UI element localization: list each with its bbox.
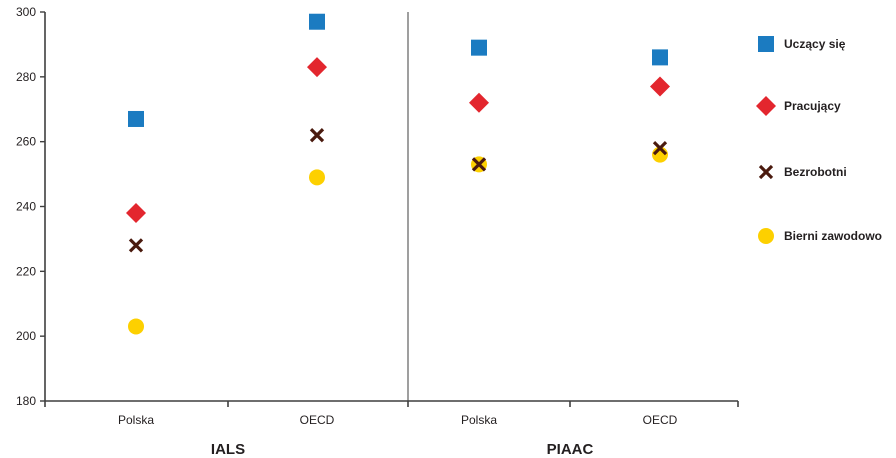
legend-marker-cross-stroke <box>758 164 774 180</box>
data-point-diamond <box>126 202 146 223</box>
legend-label: Pracujący <box>784 99 841 113</box>
legend: Uczący się Pracujący Bezrobotni Bierni zawo… <box>756 36 882 244</box>
legend-marker-square <box>758 36 774 52</box>
data-point-square <box>471 39 487 56</box>
data-point-cross <box>309 128 325 143</box>
y-tick-label: 240 <box>16 200 36 214</box>
x-category-label: OECD <box>643 413 678 427</box>
y-tick-label: 200 <box>16 329 36 343</box>
legend-label: Uczący się <box>784 37 846 51</box>
legend-marker-diamond <box>756 96 776 116</box>
x-category-label: Polska <box>461 413 497 427</box>
data-point-diamond <box>469 92 489 113</box>
legend-marker-circle <box>758 228 774 244</box>
data-point-cross <box>128 238 144 253</box>
y-tick-label: 180 <box>16 394 36 408</box>
x-category-label: OECD <box>300 413 335 427</box>
x-group-label: PIAAC <box>547 441 594 458</box>
y-tick-label: 220 <box>16 264 36 278</box>
y-tick-label: 300 <box>16 5 36 19</box>
data-point-square <box>652 49 668 66</box>
data-point-cross-stroke <box>128 238 144 253</box>
data-point-cross-stroke <box>652 141 668 156</box>
x-category-label: Polska <box>118 413 154 427</box>
data-point-cross-stroke <box>309 128 325 143</box>
data-point-square <box>128 110 144 127</box>
data-point-diamond <box>650 76 670 97</box>
x-group-label: IALS <box>211 441 245 458</box>
data-point-diamond <box>307 57 327 78</box>
y-tick-label: 280 <box>16 70 36 84</box>
legend-label: Bierni zawodowo <box>784 229 882 243</box>
data-marks <box>126 13 670 335</box>
y-tick-label: 260 <box>16 135 36 149</box>
data-point-cross <box>471 157 487 172</box>
data-point-cross <box>652 141 668 156</box>
data-point-circle <box>128 318 144 335</box>
axes: 180 200 220 240 260 280 300 Polska OECD Polska OEC… <box>16 5 739 458</box>
legend-marker-cross <box>758 164 774 180</box>
data-point-square <box>309 13 325 30</box>
legend-label: Bezrobotni <box>784 165 847 179</box>
data-point-circle <box>309 169 325 186</box>
data-point-cross-stroke <box>471 157 487 172</box>
